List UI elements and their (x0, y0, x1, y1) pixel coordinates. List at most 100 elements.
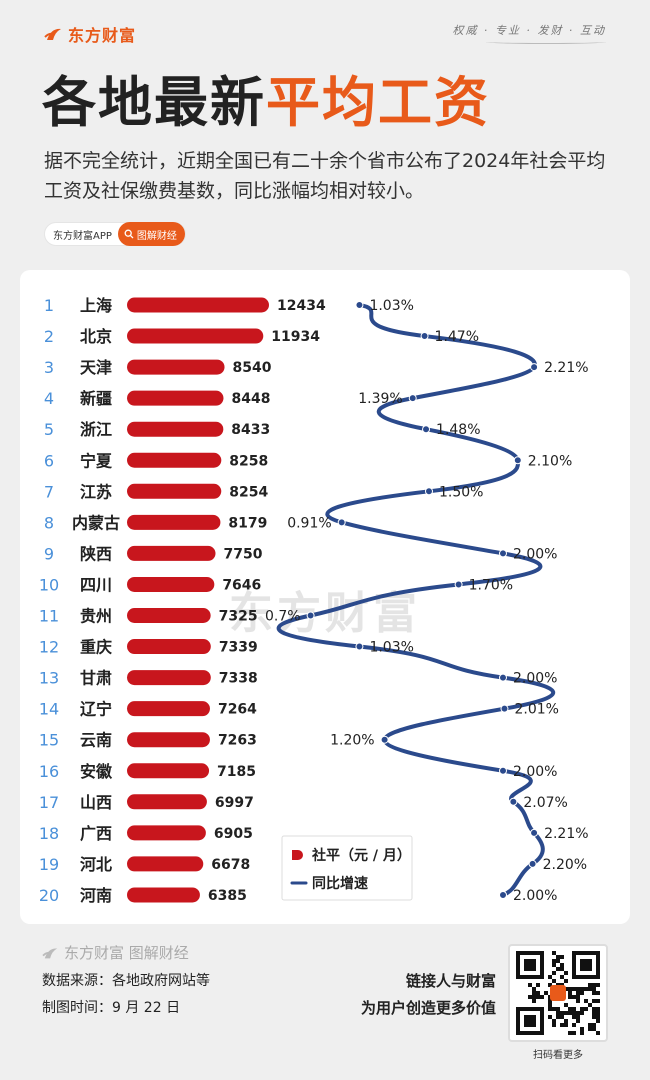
chart-row: 12 重庆 7339 (39, 638, 258, 657)
growth-point (509, 797, 518, 806)
category-label: 河北 (80, 855, 112, 874)
legend-bar-label: 社平（元 / 月） (311, 847, 411, 864)
chart-row: 16 安徽 7185 (39, 762, 256, 781)
rank-label: 2 (44, 327, 54, 346)
rank-label: 15 (39, 731, 59, 750)
growth-point (528, 859, 537, 868)
salary-bar (127, 421, 224, 437)
search-icon (124, 229, 134, 239)
bar-value-label: 12434 (277, 298, 326, 314)
qr-code-image (516, 951, 600, 1035)
salary-bar (127, 545, 216, 561)
salary-bar (127, 639, 211, 655)
salary-bar (127, 483, 222, 499)
chart-row: 6 宁夏 8258 (44, 451, 268, 470)
bar-value-label: 6997 (215, 795, 254, 811)
rank-label: 4 (44, 389, 54, 408)
category-label: 云南 (80, 731, 112, 750)
category-label: 四川 (80, 575, 112, 594)
bar-value-label: 8448 (231, 391, 270, 407)
rank-label: 5 (44, 420, 54, 439)
chart-row: 14 辽宁 7264 (39, 700, 257, 719)
rank-label: 3 (44, 358, 54, 377)
category-label: 辽宁 (80, 700, 112, 719)
growth-point (499, 673, 507, 682)
salary-bar (127, 328, 264, 344)
brand-logo: 东方财富 (44, 22, 136, 46)
salary-bar (127, 732, 210, 748)
growth-point (422, 425, 431, 434)
category-label: 内蒙古 (72, 513, 120, 532)
qr-code[interactable] (508, 944, 608, 1042)
title-part-2: 平均工资 (266, 71, 490, 134)
growth-label: 1.70% (469, 577, 513, 593)
growth-label: 1.03% (369, 640, 413, 656)
rank-label: 20 (39, 886, 59, 905)
title-part-1: 各地最新 (42, 71, 266, 134)
salary-bar (127, 887, 200, 903)
salary-bar (127, 514, 221, 530)
bar-value-label: 7338 (219, 671, 258, 687)
category-label: 天津 (80, 358, 112, 377)
qr-caption: 扫码看更多 (533, 1050, 583, 1061)
salary-bar (127, 608, 211, 623)
chart-row: 5 浙江 8433 (44, 420, 270, 439)
category-label: 北京 (80, 327, 112, 346)
growth-point (530, 828, 539, 837)
rank-label: 18 (39, 824, 59, 843)
growth-point (499, 549, 507, 558)
page-subtitle: 据不完全统计，近期全国已有二十余个省市公布了2024年社会平均工资及社保缴费基数… (44, 150, 606, 202)
brand-slogan: 权威 · 专业 · 发财 · 互动 (452, 24, 606, 37)
brand-icon (44, 28, 61, 40)
chart-card: 东方财富 1 上海 12434 2 北京 11934 3 天津 8540 4 新疆 8448 5 浙江 84… (20, 270, 630, 924)
slogan-underline (486, 40, 606, 44)
growth-point (408, 394, 417, 403)
growth-label: 2.21% (544, 826, 588, 842)
growth-label: 2.01% (514, 702, 558, 718)
source-tag[interactable]: 东方财富APP 图解财经 (44, 222, 186, 246)
rank-label: 19 (39, 855, 59, 874)
growth-point (513, 456, 522, 465)
growth-point (420, 332, 429, 341)
bar-value-label: 7646 (222, 577, 261, 593)
salary-bar (127, 794, 207, 810)
rank-label: 17 (39, 793, 59, 812)
growth-label: 1.39% (358, 391, 402, 407)
legend-box (281, 835, 413, 901)
chart-row: 7 江苏 8254 (44, 482, 269, 501)
tag-button[interactable]: 图解财经 (117, 222, 185, 246)
growth-point (499, 766, 507, 775)
chart-date: 制图时间：9 月 22 日 (42, 1000, 181, 1016)
growth-label: 0.91% (287, 515, 331, 531)
legend-bar-swatch (292, 850, 303, 860)
growth-label: 2.21% (544, 360, 588, 376)
bar-value-label: 7263 (218, 733, 257, 749)
rank-label: 1 (44, 296, 54, 315)
growth-point (499, 890, 507, 899)
salary-bar (127, 359, 225, 375)
salary-bar (127, 576, 215, 592)
growth-label: 1.03% (369, 298, 413, 314)
chart-row: 13 甘肃 7338 (39, 669, 258, 688)
growth-point (306, 611, 315, 620)
category-label: 陕西 (80, 544, 112, 563)
chart-row: 10 四川 7646 (39, 575, 261, 594)
legend-line-label: 同比增速 (312, 875, 368, 892)
salary-bar (127, 390, 224, 406)
growth-label: 1.47% (435, 329, 479, 345)
brand-name: 东方财富 (68, 26, 137, 45)
growth-label: 2.00% (513, 764, 557, 780)
growth-label: 2.00% (513, 888, 557, 904)
rank-label: 16 (39, 762, 59, 781)
growth-label: 1.48% (436, 422, 480, 438)
rank-label: 9 (44, 544, 54, 563)
brand-icon (42, 947, 58, 958)
chart-row: 17 山西 6997 (39, 793, 254, 812)
rank-label: 13 (39, 669, 59, 688)
rank-label: 6 (44, 451, 54, 470)
bar-value-label: 11934 (271, 329, 320, 345)
chart-row: 19 河北 6678 (39, 855, 250, 874)
growth-label: 1.20% (330, 733, 374, 749)
chart-row: 9 陕西 7750 (44, 544, 263, 563)
category-label: 安徽 (80, 762, 113, 781)
